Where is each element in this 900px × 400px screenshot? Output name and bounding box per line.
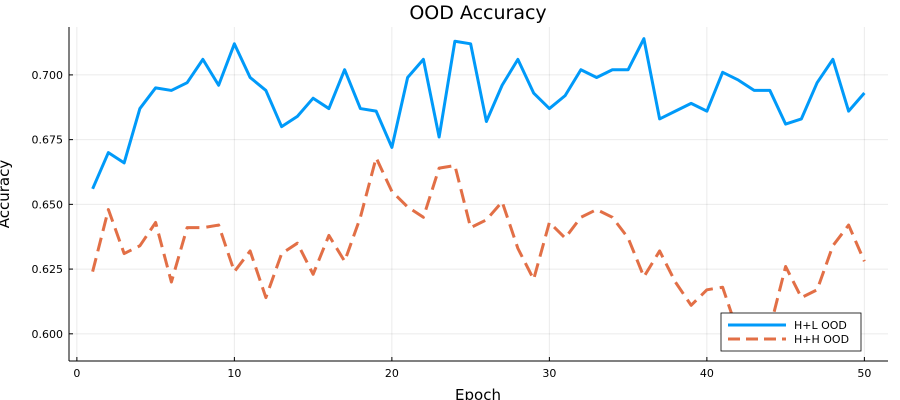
y-tick-label: 0.675	[32, 134, 64, 147]
legend-box	[720, 312, 862, 352]
x-tick-label: 0	[73, 367, 80, 380]
axes	[68, 27, 888, 362]
series-line-h-l-ood	[91, 37, 866, 190]
y-tick-label: 0.625	[32, 263, 64, 276]
x-tick-label: 30	[542, 367, 556, 380]
x-tick-label: 20	[385, 367, 399, 380]
legend-label-h-l: H+L OOD	[794, 319, 847, 332]
x-tick-label: 40	[700, 367, 714, 380]
series-line-h-h-ood	[91, 156, 866, 341]
x-tick-label: 10	[227, 367, 241, 380]
y-tick-label: 0.700	[32, 69, 64, 82]
x-axis-title: Epoch	[455, 386, 501, 400]
chart-title: OOD Accuracy	[409, 2, 546, 24]
series	[91, 37, 866, 341]
legend: H+L OOD H+H OOD	[720, 312, 862, 352]
y-axis-title: Accuracy	[0, 160, 13, 229]
grid	[69, 27, 888, 361]
y-tick-label: 0.650	[32, 198, 64, 211]
legend-label-h-h: H+H OOD	[794, 333, 849, 346]
x-tick-label: 50	[857, 367, 871, 380]
y-tick-label: 0.600	[32, 328, 64, 341]
y-ticks: 0.600 0.625 0.650 0.675 0.700	[32, 69, 73, 341]
x-ticks: 0 10 20 30 40 50	[73, 357, 871, 380]
